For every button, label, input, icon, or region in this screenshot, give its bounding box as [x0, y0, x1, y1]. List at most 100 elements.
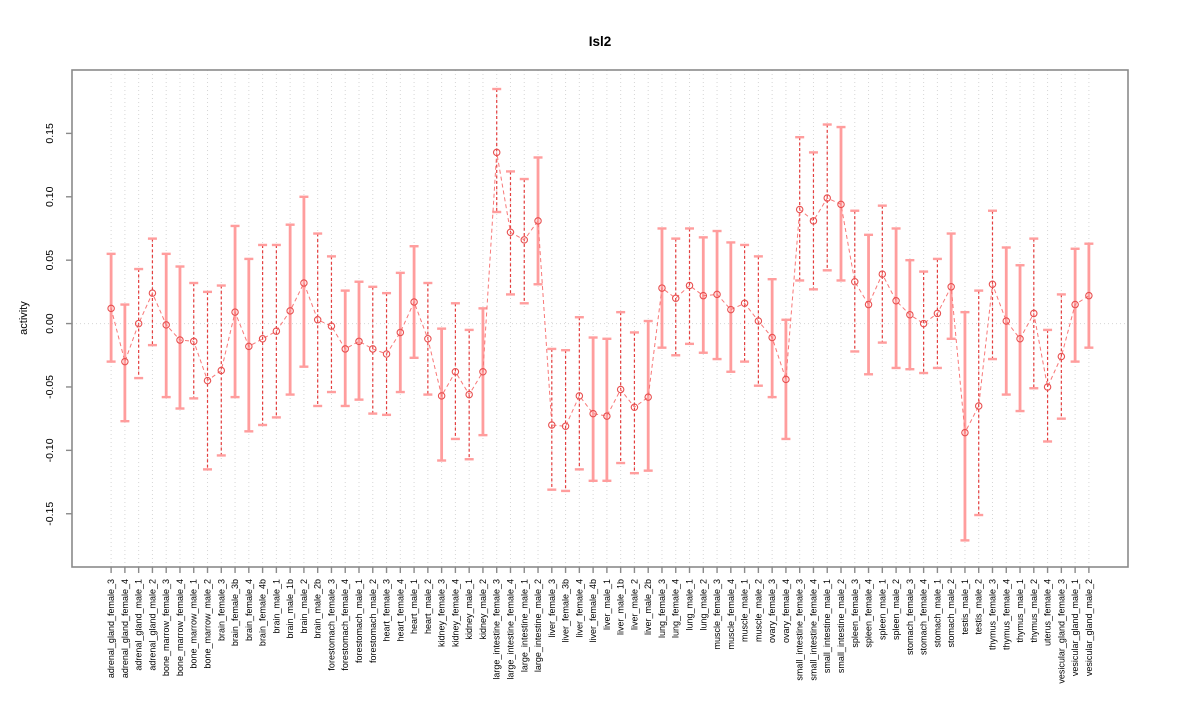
- data-point: [919, 319, 928, 328]
- data-point: [534, 217, 542, 225]
- data-point: [713, 290, 721, 299]
- x-tick-label: brain_male_2b: [313, 579, 323, 639]
- data-point: [823, 194, 831, 202]
- data-point: [658, 284, 666, 292]
- data-point: [1085, 291, 1093, 300]
- x-tick-label: bone_marrow_male_1: [189, 579, 199, 669]
- x-tick-label: thymus_male_1: [1015, 579, 1025, 643]
- data-point: [410, 298, 418, 306]
- x-tick-label: small_intestine_male_2: [836, 579, 846, 673]
- y-tick-label: -0.05: [44, 375, 56, 399]
- y-tick-label: 0.00: [44, 313, 56, 334]
- x-tick-label: spleen_male_1: [877, 579, 887, 640]
- x-tick-label: liver_female_3: [547, 579, 557, 638]
- data-point: [520, 236, 529, 244]
- x-tick-label: liver_female_3b: [561, 579, 571, 643]
- data-point: [286, 307, 294, 315]
- data-point: [864, 300, 873, 309]
- x-tick-label: vesicular_gland_male_2: [1084, 579, 1094, 676]
- x-tick-label: vesicular_gland_female_3: [1056, 579, 1066, 684]
- data-point: [878, 270, 887, 278]
- data-point: [492, 148, 501, 157]
- x-tick-label: ovary_female_4: [781, 579, 791, 643]
- x-tick-label: kidney_male_2: [478, 579, 488, 640]
- x-tick-label: muscle_male_2: [753, 579, 763, 642]
- x-tick-label: thymus_female_3: [987, 579, 997, 650]
- data-point: [892, 296, 900, 305]
- data-point: [616, 385, 625, 394]
- x-tick-label: lung_female_3: [657, 579, 667, 638]
- x-tick-label: lung_male_2: [698, 579, 708, 631]
- x-tick-label: thymus_male_2: [1029, 579, 1039, 643]
- x-tick-label: liver_male_2: [629, 579, 639, 630]
- y-axis-label: activity: [18, 301, 30, 335]
- data-point: [1043, 383, 1052, 391]
- y-tick-label: -0.10: [44, 438, 56, 462]
- x-tick-label: spleen_female_3: [850, 579, 860, 648]
- data-point: [424, 335, 432, 343]
- data-point: [1057, 352, 1066, 361]
- x-tick-label: forestomach_male_2: [368, 579, 378, 663]
- data-point: [548, 421, 556, 429]
- x-tick-label: brain_female_4: [244, 579, 254, 641]
- x-tick-label: stomach_male_2: [946, 579, 956, 648]
- x-tick-label: brain_female_4b: [258, 579, 268, 646]
- data-point: [382, 350, 391, 358]
- data-point: [148, 289, 157, 297]
- data-point: [685, 281, 694, 290]
- data-point: [851, 277, 859, 286]
- data-point: [479, 367, 487, 376]
- x-tick-label: liver_male_1b: [616, 579, 626, 635]
- data-point: [768, 333, 776, 342]
- data-point: [121, 357, 129, 366]
- data-point: [1071, 300, 1079, 309]
- data-point: [933, 309, 942, 318]
- x-tick-label: heart_male_1: [409, 579, 419, 634]
- x-tick-label: forestomach_female_3: [326, 579, 336, 671]
- data-point: [727, 305, 735, 314]
- x-tick-label: uterus_female_4: [1043, 579, 1053, 646]
- x-tick-label: adrenal_gland_male_2: [147, 579, 157, 671]
- data-point: [974, 402, 983, 410]
- x-tick-label: stomach_female_3: [905, 579, 915, 655]
- x-tick-label: adrenal_gland_male_1: [134, 579, 144, 671]
- data-point: [561, 422, 570, 431]
- x-tick-label: muscle_female_3: [712, 579, 722, 650]
- x-tick-label: small_intestine_female_3: [795, 579, 805, 681]
- x-tick-label: liver_male_1: [602, 579, 612, 630]
- x-tick-label: heart_female_4: [395, 579, 405, 642]
- data-point: [906, 310, 914, 319]
- data-point: [603, 412, 611, 420]
- x-tick-label: kidney_female_4: [450, 579, 460, 647]
- x-tick-label: kidney_female_3: [437, 579, 447, 647]
- x-tick-label: heart_male_2: [423, 579, 433, 634]
- data-point: [258, 335, 267, 343]
- data-point: [134, 319, 143, 328]
- data-point: [589, 409, 597, 418]
- data-point: [272, 327, 281, 335]
- data-point: [369, 345, 377, 353]
- data-point: [451, 367, 460, 376]
- x-tick-label: large_intestine_male_2: [533, 579, 543, 672]
- data-point: [837, 200, 845, 209]
- x-tick-label: large_intestine_male_1: [519, 579, 529, 672]
- data-point: [809, 217, 818, 225]
- data-point: [245, 342, 253, 351]
- x-tick-label: adrenal_gland_female_4: [120, 579, 130, 678]
- x-tick-label: kidney_male_1: [464, 579, 474, 640]
- x-tick-label: liver_female_4: [574, 579, 584, 638]
- x-tick-label: liver_male_2b: [643, 579, 653, 635]
- data-point: [189, 337, 198, 346]
- chart-title: Isl2: [589, 34, 612, 49]
- data-point: [699, 291, 708, 300]
- x-tick-label: stomach_female_4: [919, 579, 929, 655]
- data-point: [355, 337, 363, 346]
- data-point: [341, 345, 349, 353]
- x-tick-label: brain_female_3b: [230, 579, 240, 646]
- data-point: [644, 393, 652, 401]
- data-point: [961, 428, 969, 437]
- data-point: [327, 322, 336, 330]
- data-point: [575, 392, 584, 400]
- x-tick-label: testis_male_2: [974, 579, 984, 635]
- data-point: [506, 228, 515, 237]
